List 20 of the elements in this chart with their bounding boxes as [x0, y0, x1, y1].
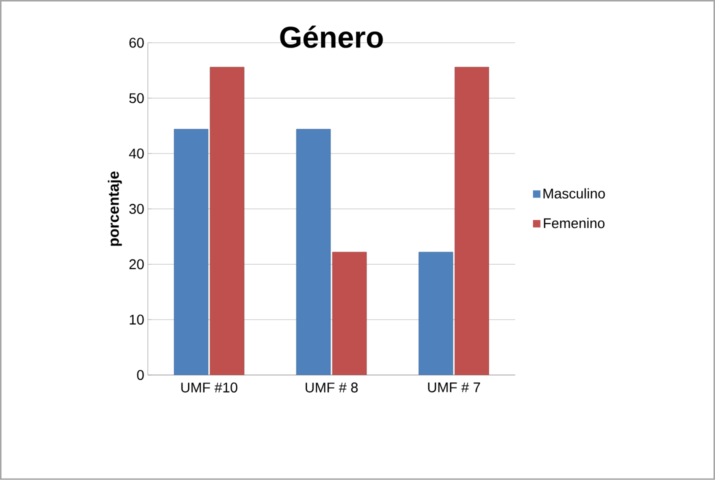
x-tick-label: UMF #10 [181, 382, 238, 393]
bar [454, 67, 490, 376]
y-tick-label: 40 [129, 148, 144, 159]
bar [296, 129, 331, 376]
bar [418, 252, 454, 376]
y-tick-label: 60 [129, 38, 144, 48]
bar [332, 252, 367, 376]
legend-label: Femenino [544, 218, 604, 228]
y-axis-title: porcentaje [108, 172, 122, 246]
y-tick-label: 0 [137, 370, 144, 380]
y-tick-label: 10 [130, 314, 144, 325]
chart-title: Género [280, 26, 383, 48]
y-tick-label: 30 [129, 204, 144, 214]
x-tick-label: UMF # 8 [306, 382, 358, 393]
y-tick-label: 50 [129, 93, 144, 104]
bar [174, 129, 208, 376]
y-tick-label: 20 [129, 259, 144, 270]
legend-label: Masculino [544, 188, 605, 199]
x-tick-label: UMF # 7 [428, 382, 480, 392]
bar [210, 67, 244, 376]
